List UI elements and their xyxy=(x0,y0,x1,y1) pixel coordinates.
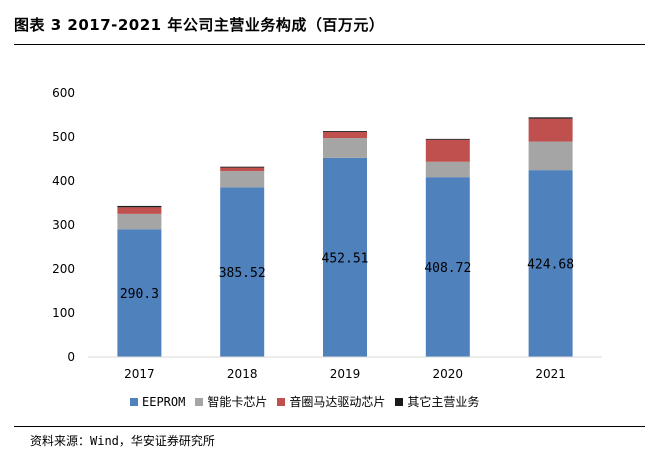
y-tick-label: 300 xyxy=(52,218,75,232)
bar-segment xyxy=(528,170,573,357)
bar-segment xyxy=(425,161,470,178)
bar-segment xyxy=(323,131,367,132)
y-tick-label: 0 xyxy=(67,350,75,364)
chart-title: 图表 3 2017-2021 年公司主营业务构成（百万元） xyxy=(14,16,385,34)
legend-swatch xyxy=(395,397,404,406)
bar-data-label: 424.68 xyxy=(527,258,574,273)
legend-label: 音圈马达驱动芯片 xyxy=(289,395,386,409)
bar-segment xyxy=(323,157,367,357)
legend-swatch xyxy=(130,397,138,406)
bar-data-label: 290.3 xyxy=(120,287,159,302)
bar-segment xyxy=(425,138,470,140)
legend-swatch xyxy=(195,397,204,406)
legend: EEPROM 智能卡芯片 音圈马达驱动芯片 其它主营业务 xyxy=(130,393,489,410)
bar-segment xyxy=(323,138,367,158)
legend-label: 其它主营业务 xyxy=(407,395,480,409)
legend-item: EEPROM xyxy=(130,395,185,409)
bar-segment xyxy=(528,118,573,142)
bar-segment xyxy=(117,205,162,208)
source-note: 资料来源：Wind，华安证券研究所 xyxy=(30,434,215,448)
top-rule xyxy=(14,44,645,45)
x-tick-label: 2017 xyxy=(124,367,155,381)
bar-segment xyxy=(117,229,162,357)
x-tick-label: 2019 xyxy=(330,367,361,381)
bar-segment xyxy=(528,117,573,119)
bottom-rule xyxy=(14,426,645,427)
x-tick-label: 2021 xyxy=(535,367,566,381)
bar-segment xyxy=(425,139,470,162)
legend-label: EEPROM xyxy=(142,394,186,409)
legend-label: 智能卡芯片 xyxy=(207,395,268,409)
y-tick-label: 100 xyxy=(52,306,75,320)
bar-data-label: 385.52 xyxy=(219,266,266,281)
x-tick-label: 2020 xyxy=(433,367,464,381)
x-tick-label: 2018 xyxy=(227,367,258,381)
legend-swatch xyxy=(277,397,286,406)
y-tick-label: 500 xyxy=(52,130,75,144)
bar-segment xyxy=(220,167,265,172)
y-tick-label: 400 xyxy=(52,174,75,188)
bar-segment xyxy=(323,131,367,139)
legend-item: 智能卡芯片 xyxy=(195,393,267,410)
legend-item: 其它主营业务 xyxy=(395,393,479,410)
bar-segment xyxy=(528,141,573,171)
bar-segment xyxy=(220,171,265,188)
y-tick-label: 200 xyxy=(52,262,75,276)
bar-segment xyxy=(425,177,470,357)
bar-data-label: 408.72 xyxy=(424,261,471,276)
bar-segment xyxy=(117,207,162,214)
bar-data-label: 452.51 xyxy=(322,251,369,266)
bar-segment xyxy=(220,166,265,168)
y-tick-label: 600 xyxy=(52,86,75,100)
bar-segment xyxy=(117,213,162,230)
legend-item: 音圈马达驱动芯片 xyxy=(277,393,385,410)
bar-segment xyxy=(220,187,265,357)
